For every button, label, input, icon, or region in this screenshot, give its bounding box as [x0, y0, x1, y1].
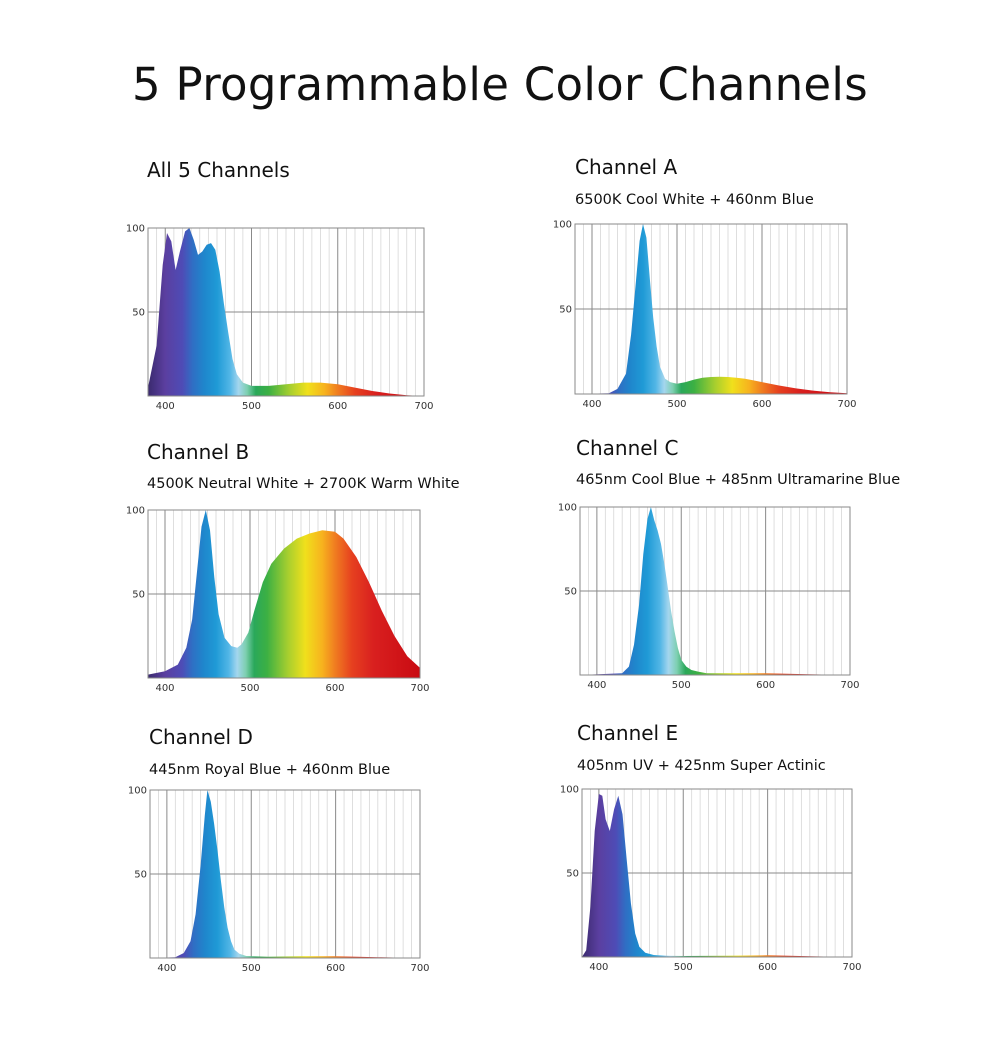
- y-tick-label: 100: [126, 506, 145, 517]
- x-tick-label: 400: [582, 399, 601, 410]
- x-tick-label: 400: [156, 401, 175, 412]
- y-tick-label: 100: [126, 224, 145, 235]
- spectrum-area: [575, 224, 847, 394]
- grid-lines: [580, 507, 850, 675]
- chart-subtitle: 4500K Neutral White + 2700K Warm White: [147, 476, 460, 492]
- chart-title: Channel C: [576, 436, 679, 460]
- chart-subtitle: 445nm Royal Blue + 460nm Blue: [149, 762, 391, 778]
- y-tick-label: 50: [132, 308, 145, 319]
- chart-title: Channel B: [147, 440, 250, 464]
- spectrum-chart-channel-b: 50 100 400 500 600 700: [126, 506, 430, 695]
- chart-panel-channel-e: Channel E 405nm UV + 425nm Super Actinic…: [560, 721, 1000, 991]
- spectrum-chart-all-channels: 50 100 400 500 600 700: [126, 224, 434, 413]
- x-tick-label: 500: [672, 680, 691, 691]
- x-tick-label: 700: [837, 399, 856, 410]
- x-tick-label: 500: [240, 683, 259, 694]
- spectrum-chart-channel-d: 50 100 400 500 600 700: [128, 786, 430, 975]
- plot-frame: [581, 788, 853, 958]
- chart-subtitle: 6500K Cool White + 460nm Blue: [575, 192, 814, 208]
- plot-frame: [149, 789, 421, 959]
- spectrum-area: [582, 794, 852, 957]
- y-tick-label: 50: [564, 587, 577, 598]
- chart-subtitle: 465nm Cool Blue + 485nm Ultramarine Blue: [576, 472, 901, 488]
- x-tick-label: 500: [667, 399, 686, 410]
- y-tick-label: 50: [132, 590, 145, 601]
- x-tick-label: 400: [155, 683, 174, 694]
- spectrum-chart-channel-a: 50 100 400 500 600 700: [553, 220, 857, 411]
- x-tick-label: 500: [674, 962, 693, 973]
- y-tick-label: 50: [566, 869, 579, 880]
- grid-lines: [575, 224, 847, 394]
- chart-panel-channel-a: Channel A 6500K Cool White + 460nm Blue …: [553, 155, 1000, 425]
- x-tick-label: 700: [410, 683, 429, 694]
- chart-title: Channel E: [577, 721, 679, 745]
- grid-lines: [150, 790, 420, 958]
- spectrum-area: [150, 790, 420, 958]
- x-tick-label: 500: [242, 963, 261, 974]
- x-tick-label: 600: [756, 680, 775, 691]
- chart-title: Channel D: [149, 725, 253, 749]
- chart-title: All 5 Channels: [147, 158, 290, 182]
- spectrum-chart-channel-c: 50 100 400 500 600 700: [558, 503, 860, 692]
- x-tick-label: 600: [325, 683, 344, 694]
- x-tick-label: 600: [326, 963, 345, 974]
- x-tick-label: 500: [242, 401, 261, 412]
- x-tick-label: 400: [587, 680, 606, 691]
- y-tick-label: 50: [134, 870, 147, 881]
- y-tick-label: 100: [128, 786, 147, 797]
- spectrum-area: [580, 507, 850, 675]
- plot-frame: [147, 227, 425, 397]
- x-tick-label: 700: [414, 401, 433, 412]
- chart-panel-channel-b: Channel B 4500K Neutral White + 2700K Wa…: [126, 440, 587, 710]
- page-title: 5 Programmable Color Channels: [132, 58, 868, 111]
- x-tick-label: 600: [758, 962, 777, 973]
- y-tick-label: 50: [559, 305, 572, 316]
- x-tick-label: 700: [410, 963, 429, 974]
- plot-frame: [574, 223, 848, 395]
- plot-frame: [147, 509, 421, 679]
- chart-subtitle: 405nm UV + 425nm Super Actinic: [577, 758, 826, 774]
- plot-frame: [579, 506, 851, 676]
- spectrum-area: [148, 228, 424, 396]
- x-tick-label: 600: [752, 399, 771, 410]
- y-tick-label: 100: [553, 220, 572, 231]
- spectrum-area: [148, 510, 420, 678]
- x-tick-label: 400: [589, 962, 608, 973]
- x-tick-label: 600: [328, 401, 347, 412]
- x-tick-label: 400: [157, 963, 176, 974]
- x-tick-label: 700: [840, 680, 859, 691]
- chart-panel-all-channels: All 5 Channels 50 100 400 500 600 700: [126, 158, 587, 428]
- spectrum-chart-channel-e: 50 100 400 500 600 700: [560, 785, 862, 974]
- x-tick-label: 700: [842, 962, 861, 973]
- y-tick-label: 100: [560, 785, 579, 796]
- chart-panel-channel-c: Channel C 465nm Cool Blue + 485nm Ultram…: [558, 436, 1000, 706]
- chart-title: Channel A: [575, 155, 678, 179]
- chart-panel-channel-d: Channel D 445nm Royal Blue + 460nm Blue …: [128, 725, 589, 995]
- y-tick-label: 100: [558, 503, 577, 514]
